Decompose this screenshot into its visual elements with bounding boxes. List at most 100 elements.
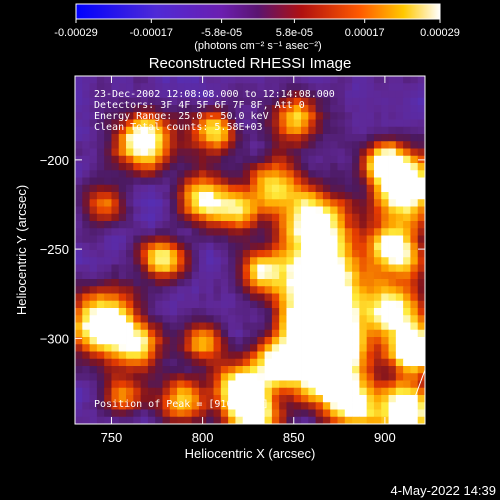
- heatmap-cell: [82, 177, 90, 186]
- heatmap-cell: [366, 264, 375, 273]
- heatmap-cell: [228, 344, 236, 352]
- heatmap-cell: [301, 83, 309, 91]
- heatmap-cell: [82, 337, 90, 345]
- heatmap-cell: [104, 228, 112, 236]
- x-tick-label: 850: [283, 430, 305, 445]
- heatmap-cell: [257, 257, 265, 265]
- heatmap-cell: [417, 329, 425, 338]
- heatmap-cell: [198, 337, 207, 345]
- heatmap-cell: [169, 141, 178, 149]
- heatmap-cell: [111, 315, 120, 323]
- y-axis-ticks: −200−250−300: [40, 153, 425, 346]
- heatmap-cell: [220, 242, 229, 251]
- heatmap-cell: [177, 177, 185, 186]
- heatmap-cell: [104, 126, 112, 135]
- heatmap-cell: [308, 395, 317, 403]
- heatmap-cell: [410, 409, 419, 418]
- heatmap-cell: [359, 76, 368, 84]
- heatmap-cell: [228, 416, 236, 424]
- heatmap-cell: [301, 300, 309, 309]
- heatmap-cell: [155, 105, 163, 113]
- heatmap-cell: [250, 112, 258, 120]
- heatmap-cell: [337, 271, 346, 280]
- heatmap-cell: [271, 250, 280, 258]
- heatmap-cell: [75, 170, 83, 178]
- heatmap-cell: [89, 358, 98, 367]
- heatmap-cell: [257, 155, 265, 164]
- heatmap-cell: [301, 279, 309, 287]
- heatmap-cell: [388, 250, 397, 258]
- heatmap-cell: [140, 192, 149, 200]
- heatmap-cell: [381, 300, 389, 309]
- heatmap-cell: [118, 279, 127, 287]
- heatmap-cell: [177, 373, 185, 381]
- heatmap-cell: [177, 250, 185, 258]
- heatmap-cell: [133, 351, 142, 360]
- heatmap-cell: [359, 90, 368, 99]
- heatmap-cell: [206, 199, 214, 207]
- heatmap-cell: [301, 373, 309, 381]
- heatmap-cell: [147, 192, 156, 200]
- heatmap-cell: [373, 177, 382, 186]
- heatmap-cell: [155, 344, 163, 352]
- heatmap-cell: [169, 337, 178, 345]
- heatmap-cell: [359, 337, 368, 345]
- heatmap-cell: [344, 300, 353, 309]
- heatmap-cell: [191, 308, 200, 316]
- heatmap-cell: [337, 250, 346, 258]
- heatmap-cell: [293, 366, 302, 374]
- heatmap-cell: [395, 134, 404, 142]
- heatmap-cell: [126, 105, 134, 113]
- heatmap-cell: [403, 170, 411, 178]
- heatmap-cell: [395, 373, 404, 381]
- heatmap-cell: [366, 308, 375, 316]
- heatmap-cell: [330, 250, 338, 258]
- heatmap-cell: [388, 83, 397, 91]
- heatmap-cell: [293, 206, 302, 215]
- heatmap-cell: [403, 264, 411, 273]
- heatmap-cell: [169, 279, 178, 287]
- heatmap-cell: [271, 235, 280, 244]
- heatmap-cell: [75, 257, 83, 265]
- heatmap-cell: [177, 416, 185, 424]
- heatmap-cell: [403, 192, 411, 200]
- heatmap-cell: [264, 387, 273, 396]
- heatmap-cell: [315, 315, 324, 323]
- heatmap-cell: [235, 184, 244, 193]
- heatmap-cell: [366, 358, 375, 367]
- heatmap-cell: [213, 141, 222, 149]
- heatmap-cell: [147, 344, 156, 352]
- heatmap-cell: [228, 300, 236, 309]
- heatmap-cell: [366, 337, 375, 345]
- heatmap-cell: [286, 141, 295, 149]
- heatmap-cell: [169, 206, 178, 215]
- heatmap-cell: [381, 402, 389, 410]
- heatmap-cell: [177, 192, 185, 200]
- heatmap-cell: [301, 97, 309, 106]
- heatmap-cell: [235, 90, 244, 99]
- heatmap-cell: [169, 366, 178, 374]
- heatmap-cell: [330, 83, 338, 91]
- heatmap-cell: [162, 279, 171, 287]
- heatmap-cell: [410, 322, 419, 331]
- heatmap-cell: [417, 184, 425, 193]
- heatmap-cell: [257, 416, 265, 424]
- heatmap-cell: [352, 395, 360, 403]
- heatmap-cell: [330, 366, 338, 374]
- heatmap-cell: [337, 409, 346, 418]
- heatmap-cell: [403, 257, 411, 265]
- heatmap-cell: [242, 206, 251, 215]
- heatmap-cell: [220, 177, 229, 186]
- heatmap-cell: [169, 264, 178, 273]
- heatmap-cell: [96, 221, 105, 229]
- heatmap-cell: [366, 409, 375, 418]
- heatmap-cell: [89, 97, 98, 106]
- heatmap-cell: [162, 97, 171, 106]
- heatmap-cell: [133, 228, 142, 236]
- heatmap-cell: [177, 395, 185, 403]
- heatmap-cell: [89, 322, 98, 331]
- heatmap-cell: [235, 119, 244, 128]
- heatmap-cell: [89, 177, 98, 186]
- heatmap-cell: [118, 221, 127, 229]
- heatmap-cell: [359, 155, 368, 164]
